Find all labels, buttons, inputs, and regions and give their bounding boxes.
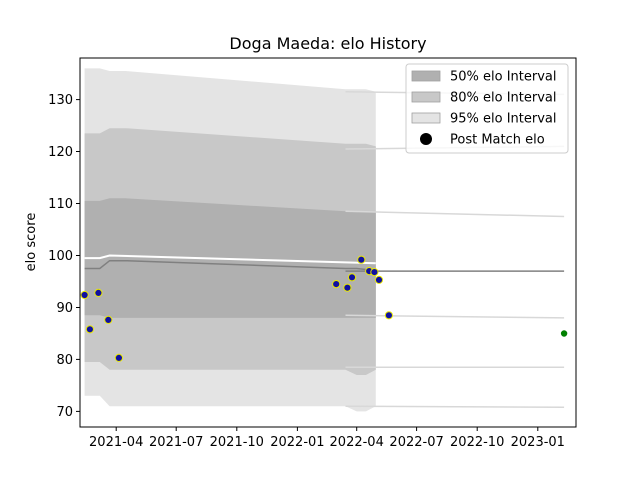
- forecast-p50-lower: [345, 314, 565, 319]
- post-match-points-layer: [80, 255, 568, 362]
- post-match-point: [370, 268, 379, 277]
- legend-swatch: [411, 70, 441, 82]
- axes-frame: [79, 57, 577, 428]
- x-tick-label: 2022-01: [270, 435, 324, 450]
- legend-label: 50% elo Interval: [450, 70, 557, 85]
- legend-swatch: [411, 112, 441, 124]
- y-tick-label: 100: [48, 249, 73, 264]
- post-match-point: [374, 275, 384, 284]
- forecast-p95-lower: [345, 405, 565, 409]
- x-tick-label: 2021-07: [149, 435, 203, 450]
- post-match-point: [80, 290, 89, 300]
- mean-line-layer: [84, 254, 376, 271]
- y-tick-label: 70: [56, 405, 73, 420]
- legend-label: Post Match elo: [450, 133, 545, 148]
- x-tick-label: 2022-04: [330, 435, 384, 450]
- y-tick-label: 120: [48, 145, 73, 160]
- post-match-point: [347, 273, 357, 282]
- legend-box: [405, 63, 569, 154]
- legend-label: 80% elo Interval: [450, 91, 557, 106]
- chart-title: Doga Maeda: elo History: [229, 34, 426, 53]
- post-match-point: [384, 311, 393, 320]
- y-tick-label: 130: [48, 93, 73, 108]
- post-match-point: [104, 315, 113, 324]
- legend-marker: [420, 133, 432, 145]
- mean-elo-line: [84, 259, 376, 271]
- plot-area: [79, 57, 577, 428]
- x-tick-label: 2021-04: [89, 435, 143, 450]
- post-match-point: [114, 353, 124, 362]
- post-match-point: [94, 288, 103, 297]
- x-tick-label: 2021-10: [210, 435, 264, 450]
- x-axis: 2021-04 2021-07 2021-10 2022-01 2022-04 2022-…: [89, 427, 565, 450]
- forecast-p50-upper: [345, 210, 565, 218]
- x-tick-label: 2022-10: [450, 435, 504, 450]
- prediction-point: [560, 330, 568, 337]
- x-tick-label: 2023-01: [511, 435, 565, 450]
- y-tick-label: 110: [48, 197, 73, 212]
- legend-label: 95% elo Interval: [450, 112, 557, 127]
- y-tick-label: 90: [56, 301, 73, 316]
- post-match-point: [357, 255, 366, 264]
- legend-swatch: [411, 91, 441, 103]
- post-match-point: [332, 280, 341, 289]
- y-axis-label: elo score: [24, 213, 39, 272]
- y-tick-label: 80: [56, 353, 73, 368]
- x-tick-label: 2022-07: [389, 435, 443, 450]
- post-match-point: [343, 283, 352, 292]
- post-match-point: [85, 325, 95, 334]
- y-axis: 70 80 90 100 110 120 130: [48, 93, 80, 420]
- legend: 50% elo Interval 80% elo Interval 95% elo …: [405, 63, 569, 154]
- reference-white-line: [84, 254, 376, 265]
